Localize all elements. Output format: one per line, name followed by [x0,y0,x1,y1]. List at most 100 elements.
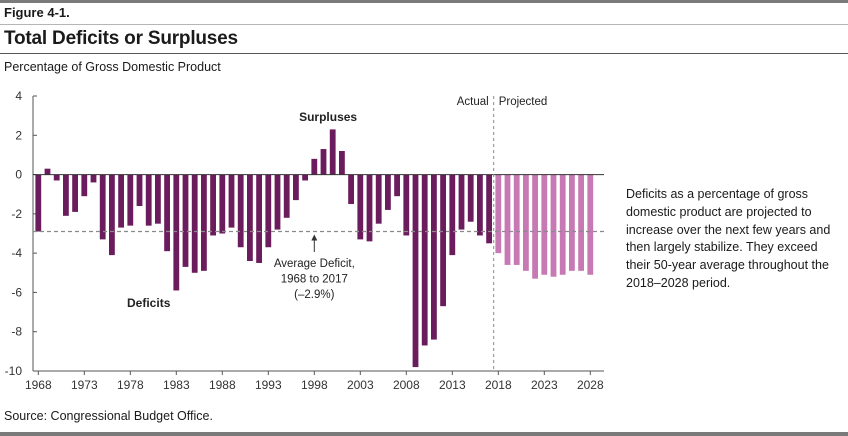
actual-bar [118,174,124,228]
y-tick-label: -4 [11,246,22,260]
actual-bar [486,174,492,244]
actual-bar [201,174,207,271]
actual-bar [394,174,400,197]
actual-bar [311,158,318,175]
actual-bar [182,174,189,267]
actual-bar [219,174,226,234]
actual-bar [339,151,345,175]
x-tick-label: 1973 [71,378,98,392]
actual-bar [173,174,180,291]
projected-bar [578,174,584,271]
actual-bar [329,129,336,175]
actual-bar [412,174,419,368]
actual-bar [440,174,446,307]
actual-bar [265,174,272,248]
actual-bar [145,174,152,226]
projected-bar [541,174,548,275]
actual-bar [431,174,437,340]
y-tick-label: -10 [5,364,23,378]
actual-bar [53,174,60,181]
y-tick-label: -2 [11,207,22,221]
actual-bar [348,174,354,205]
actual-bar [302,174,308,181]
projected-bar [559,174,566,275]
chart-title: Total Deficits or Surpluses [4,28,238,49]
actual-bar [421,174,428,346]
x-tick-label: 2008 [393,378,420,392]
projected-bar [550,174,557,277]
actual-bar [375,174,382,224]
top-border [0,0,848,3]
actual-bar [210,174,216,236]
projected-bar [513,174,520,265]
projected-label: Projected [499,96,548,108]
average-deficit-label: Average Deficit, [274,258,355,270]
x-tick-label: 2028 [577,378,604,392]
figure-label: Figure 4-1. [4,5,70,20]
actual-bar [320,149,327,175]
average-deficit-label: (–2.9%) [294,289,334,301]
header-rule [0,24,848,25]
y-axis-label: Percentage of Gross Domestic Product [4,60,221,74]
actual-bar [81,174,88,197]
actual-bar [366,174,373,242]
actual-bar [247,174,253,261]
actual-bar [256,174,262,263]
actual-bar [274,174,281,230]
actual-bar [403,174,410,236]
actual-bar [191,174,198,273]
average-deficit-label: 1968 to 2017 [281,274,348,286]
projected-bar [532,174,538,279]
actual-bar [72,174,78,212]
actual-bar [90,174,97,183]
actual-bar [164,174,170,252]
actual-bar [458,174,465,230]
actual-bar [385,174,391,210]
actual-bar [63,174,69,216]
actual-bar [155,174,161,224]
y-tick-label: 4 [15,89,22,103]
projected-bar [523,174,529,271]
actual-bar [283,174,290,218]
actual-bar [237,174,244,248]
actual-bar [136,174,143,206]
x-tick-label: 2023 [531,378,558,392]
x-tick-label: 1988 [209,378,236,392]
x-tick-label: 1968 [25,378,52,392]
actual-bar [127,174,134,226]
actual-label: Actual [457,96,489,108]
chart-description: Deficits as a percentage of gross domest… [626,187,831,290]
actual-bar [35,174,42,232]
actual-bar [44,168,51,175]
actual-bar [109,174,115,256]
actual-bar [477,174,483,236]
actual-bar [293,174,299,201]
projected-bar [504,174,511,265]
y-tick-label: -6 [11,285,22,299]
x-tick-label: 1993 [255,378,282,392]
x-tick-label: 2018 [485,378,512,392]
x-tick-label: 1983 [163,378,190,392]
actual-bar [467,174,474,222]
y-tick-label: 0 [15,168,22,182]
projected-bar [495,174,502,254]
bottom-border [0,432,848,436]
actual-bar [357,174,364,240]
deficits-annotation: Deficits [127,296,171,310]
y-tick-label: -8 [11,325,22,339]
x-tick-label: 2013 [439,378,466,392]
surpluses-annotation: Surpluses [299,110,357,124]
average-arrow-head [311,234,318,241]
y-tick-label: 2 [15,128,22,142]
x-tick-label: 1978 [117,378,144,392]
projected-bar [587,174,594,275]
actual-bar [228,174,235,228]
actual-bar [449,174,456,256]
actual-bar [99,174,106,240]
x-tick-label: 1998 [301,378,328,392]
projected-bar [569,174,575,271]
source-note: Source: Congressional Budget Office. [4,409,213,423]
x-tick-label: 2003 [347,378,374,392]
title-rule [0,53,848,54]
